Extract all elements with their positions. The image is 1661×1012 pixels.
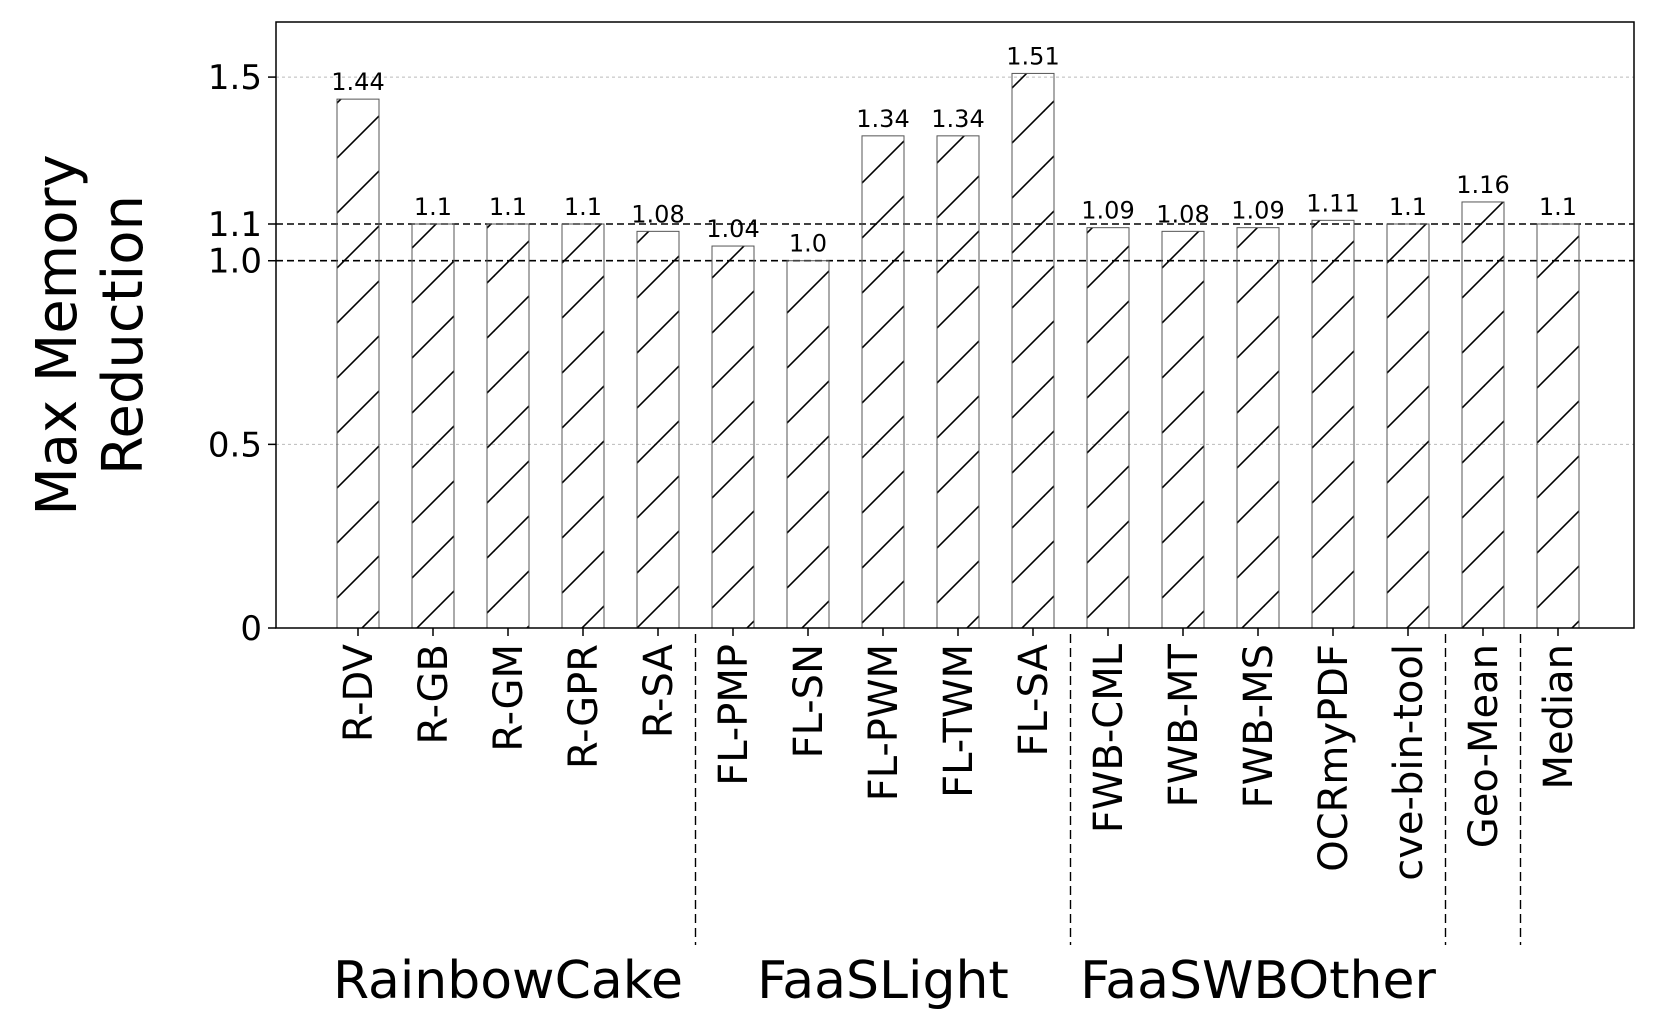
x-tick-label-R-GM: R-GM	[486, 644, 532, 752]
value-label-Geo-Mean: 1.16	[1456, 171, 1509, 199]
bar-R-DV	[336, 98, 380, 629]
x-tick-label-FWB-CML: FWB-CML	[1086, 643, 1132, 833]
y-axis-title: Max Memory Reduction	[25, 154, 156, 515]
bar-FL-SN	[786, 260, 830, 629]
x-tick-label-FL-PWM: FL-PWM	[861, 644, 907, 801]
value-label-R-DV: 1.44	[331, 68, 384, 96]
y-tick-label-3: 1.1	[208, 205, 262, 245]
x-tick-label-FWB-MT: FWB-MT	[1161, 643, 1207, 807]
y-axis-title-line-2: Reduction	[91, 195, 156, 475]
bar-FL-SA	[1011, 72, 1055, 629]
value-label-FL-TWM: 1.34	[931, 105, 984, 133]
value-label-R-GM: 1.1	[489, 193, 527, 221]
plot-frame	[275, 21, 1635, 629]
y-tick-label-1: 0.5	[208, 425, 262, 465]
bar-FL-PMP	[711, 245, 755, 629]
bar-FL-PWM	[861, 135, 905, 629]
value-label-cve-bin-tool: 1.1	[1389, 193, 1427, 221]
bar-FWB-MS	[1236, 227, 1280, 629]
x-tick-label-FL-TWM: FL-TWM	[936, 644, 982, 798]
group-labels: RainbowCake FaaSLight FaaSWBOther	[333, 951, 1436, 1011]
x-tick-label-Median: Median	[1536, 644, 1582, 790]
value-label-FL-PMP: 1.04	[706, 215, 759, 243]
value-label-FL-PWM: 1.34	[856, 105, 909, 133]
bar-R-GB	[411, 223, 455, 629]
x-tick-label-FL-SN: FL-SN	[786, 644, 832, 758]
value-label-FWB-MT: 1.08	[1156, 200, 1209, 228]
y-tick-label-2: 1.0	[208, 242, 262, 282]
y-axis-title-line-1: Max Memory	[25, 154, 90, 515]
bars	[336, 72, 1580, 629]
x-tick-label-R-GPR: R-GPR	[561, 644, 607, 769]
x-tick-label-Geo-Mean: Geo-Mean	[1461, 644, 1507, 848]
y-tick-label-0: 0	[240, 609, 262, 649]
bar-cve-bin-tool	[1386, 223, 1430, 629]
value-label-R-GPR: 1.1	[564, 193, 602, 221]
group-label-FaaSLight: FaaSLight	[757, 951, 1009, 1011]
value-label-R-SA: 1.08	[631, 200, 684, 228]
value-label-FL-SA: 1.51	[1006, 42, 1059, 70]
group-label-RainbowCake: RainbowCake	[333, 951, 683, 1011]
bar-R-GM	[486, 223, 530, 629]
x-tick-label-R-SA: R-SA	[636, 643, 682, 738]
value-label-R-GB: 1.1	[414, 193, 452, 221]
x-tick-label-OCRmyPDF: OCRmyPDF	[1311, 644, 1357, 872]
x-tick-label-FL-SA: FL-SA	[1011, 643, 1057, 756]
bar-Geo-Mean	[1461, 201, 1505, 629]
x-tick-label-cve-bin-tool: cve-bin-tool	[1386, 644, 1432, 881]
x-tick-label-FL-PMP: FL-PMP	[711, 644, 757, 786]
value-label-FL-SN: 1.0	[789, 230, 827, 258]
y-tick-label-4: 1.5	[208, 58, 262, 98]
x-axis-ticks: R-DV R-GB R-GM R-GPR R-SA FL-PMP FL-SN FL-PWM FL…	[336, 628, 1582, 881]
value-label-FWB-MS: 1.09	[1231, 197, 1284, 225]
x-tick-label-R-GB: R-GB	[411, 644, 457, 745]
bar-FL-TWM	[936, 135, 980, 629]
x-tick-label-FWB-MS: FWB-MS	[1236, 644, 1282, 808]
value-label-OCRmyPDF: 1.11	[1306, 189, 1359, 217]
group-separators	[694, 634, 1522, 945]
group-label-FaaSWBOther: FaaSWBOther	[1080, 951, 1436, 1011]
bar-FWB-CML	[1086, 227, 1130, 629]
bar-OCRmyPDF	[1311, 219, 1355, 629]
value-labels: 1.44 1.1 1.1 1.1 1.08 1.04 1.0 1.34 1.34 1.51 1.09…	[331, 42, 1577, 257]
bar-R-SA	[636, 230, 680, 629]
value-label-Median: 1.1	[1539, 193, 1577, 221]
bar-Median	[1536, 223, 1580, 629]
y-axis-ticks: 0 0.5 1.01.1 1.5	[208, 58, 276, 649]
bar-FWB-MT	[1161, 230, 1205, 629]
value-label-FWB-CML: 1.09	[1081, 197, 1134, 225]
bar-R-GPR	[561, 223, 605, 629]
x-tick-label-R-DV: R-DV	[336, 643, 382, 742]
